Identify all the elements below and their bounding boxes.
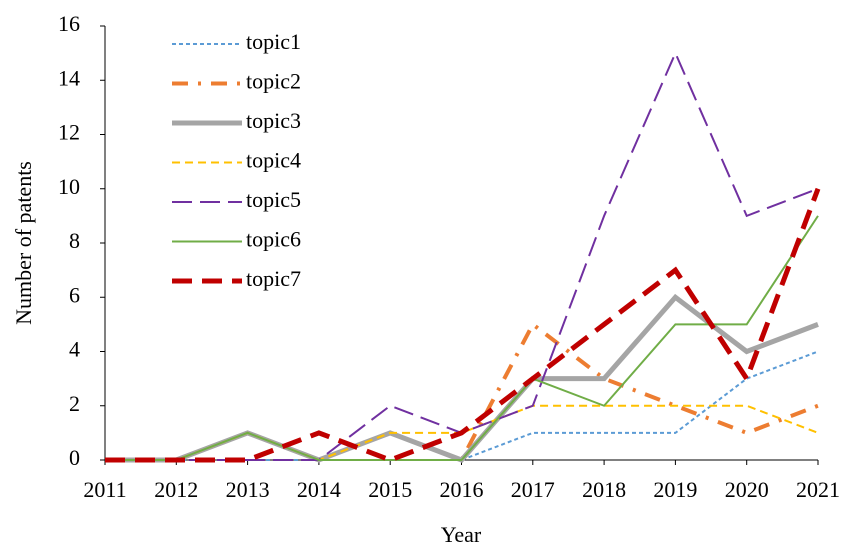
series-line <box>105 187 821 463</box>
legend-label: topic6 <box>246 227 301 252</box>
y-tick-label: 8 <box>69 228 80 253</box>
legend-label: topic3 <box>246 108 301 133</box>
x-tick-label: 2017 <box>511 477 555 502</box>
legend-label: topic7 <box>246 266 301 291</box>
y-tick-label: 0 <box>69 445 80 470</box>
y-tick-label: 2 <box>69 391 80 416</box>
x-tick-label: 2015 <box>368 477 412 502</box>
y-axis-label: Number of patents <box>11 161 36 325</box>
x-tick-label: 2018 <box>582 477 626 502</box>
legend-label: topic5 <box>246 187 301 212</box>
x-tick-label: 2021 <box>796 477 840 502</box>
legend-label: topic2 <box>246 69 301 94</box>
y-tick-label: 14 <box>58 65 80 90</box>
legend-label: topic1 <box>246 29 301 54</box>
x-tick-label: 2020 <box>725 477 769 502</box>
y-tick-label: 16 <box>58 11 80 36</box>
x-tick-label: 2013 <box>226 477 270 502</box>
y-tick-label: 6 <box>69 282 80 307</box>
x-axis-label: Year <box>441 522 482 547</box>
series-line <box>105 350 819 461</box>
y-tick-label: 10 <box>58 174 80 199</box>
y-tick-label: 12 <box>58 120 80 145</box>
x-tick-label: 2019 <box>653 477 697 502</box>
series-line <box>105 50 819 461</box>
series-line <box>105 321 819 463</box>
legend-label: topic4 <box>246 148 301 173</box>
y-tick-label: 4 <box>69 337 80 362</box>
series-line <box>105 215 819 461</box>
x-tick-label: 2014 <box>297 477 341 502</box>
x-tick-label: 2012 <box>154 477 198 502</box>
x-tick-label: 2016 <box>440 477 484 502</box>
x-tick-label: 2011 <box>83 477 126 502</box>
